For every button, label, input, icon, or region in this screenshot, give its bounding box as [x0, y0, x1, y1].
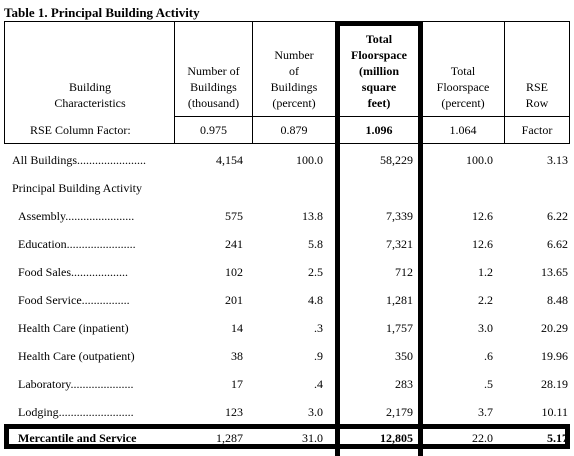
cell-value: 201 [225, 293, 243, 307]
header-floorspace-percent: Total Floorspace (percent) [436, 64, 490, 110]
cell-value: 5.8 [308, 237, 323, 251]
row-label: Assembly....................... [18, 209, 135, 223]
row-label: Health Care (outpatient) [18, 349, 135, 363]
row-label: Food Sales................... [18, 265, 129, 279]
cell-value: 14 [231, 321, 243, 335]
cell-value: 2.2 [478, 293, 493, 307]
cell-value: 712 [395, 265, 413, 279]
cell-value: 100.0 [296, 153, 323, 167]
cell-value: .9 [314, 349, 323, 363]
cell-value: 3.0 [478, 321, 493, 335]
header-number-percent: Number of Buildings (percent) [270, 48, 318, 110]
cell-value: .6 [484, 349, 493, 363]
cell-value: .3 [314, 321, 323, 335]
row-label: Lodging......................... [18, 405, 134, 419]
cell-value: 3.0 [308, 405, 323, 419]
cell-value: 19.96 [541, 349, 568, 363]
row-label: Laboratory..................... [18, 377, 134, 391]
cell-value: 2,179 [386, 405, 413, 419]
cell-value: 2.5 [308, 265, 323, 279]
rse-factor-last: Factor [521, 123, 553, 137]
cell-value: 8.48 [547, 293, 568, 307]
row-label: Food Service................ [18, 293, 130, 307]
row-label: All Buildings....................... [12, 153, 147, 167]
rse-factor-value: 1.064 [449, 123, 477, 137]
row-label: Education....................... [18, 237, 136, 251]
cell-value: 1,287 [216, 431, 243, 445]
col-divider-2 [252, 21, 253, 144]
cell-value: 3.7 [478, 405, 493, 419]
cell-value: 58,229 [380, 153, 413, 167]
cell-value-highlight: 5.17 [547, 431, 568, 445]
top-rule [4, 21, 570, 22]
cell-value: 4.8 [308, 293, 323, 307]
cell-value: 7,321 [386, 237, 413, 251]
floorspace-column-highlight [335, 21, 423, 456]
cell-value: 13.65 [541, 265, 568, 279]
rse-factor-label: RSE Column Factor: [30, 123, 131, 137]
cell-value: 241 [225, 237, 243, 251]
header-rse-row: RSE Row [525, 80, 549, 110]
cell-value: 20.29 [541, 321, 568, 335]
header-characteristics: Building Characteristics [54, 80, 126, 110]
table-title: Table 1. Principal Building Activity [4, 5, 200, 20]
mercantile-row-highlight [4, 424, 570, 449]
cell-value: 102 [225, 265, 243, 279]
cell-value: 28.19 [541, 377, 568, 391]
rse-factor-value: 1.096 [365, 123, 393, 137]
cell-value: 1.2 [478, 265, 493, 279]
cell-value: 3.13 [547, 153, 568, 167]
cell-value: 31.0 [302, 431, 323, 445]
cell-value: 7,339 [386, 209, 413, 223]
cell-value: 22.0 [472, 431, 493, 445]
rse-factor-rule [174, 116, 570, 117]
rse-factor-value: 0.975 [200, 123, 227, 137]
section-heading: Principal Building Activity [12, 181, 142, 195]
cell-value: .5 [484, 377, 493, 391]
cell-value: 350 [395, 349, 413, 363]
cell-value: 4,154 [216, 153, 243, 167]
right-rule [569, 21, 570, 144]
rse-factor-value: 0.879 [280, 123, 308, 137]
cell-value: 6.62 [547, 237, 568, 251]
cell-value: 10.11 [541, 405, 568, 419]
cell-value: 38 [231, 349, 243, 363]
header-bottom-rule [4, 143, 570, 144]
cell-value: 100.0 [466, 153, 493, 167]
cell-value: 283 [395, 377, 413, 391]
col-divider-1 [174, 21, 175, 144]
row-label: Health Care (inpatient) [18, 321, 129, 335]
header-total-floorspace: Total Floorspace (million square feet) [351, 32, 407, 110]
left-rule [4, 21, 5, 144]
cell-value: 12.6 [472, 237, 493, 251]
cell-value: 6.22 [547, 209, 568, 223]
cell-value: .4 [314, 377, 323, 391]
cell-value: 1,757 [386, 321, 413, 335]
cell-value: 17 [231, 377, 243, 391]
cell-value: 1,281 [386, 293, 413, 307]
cell-value: 575 [225, 209, 243, 223]
cell-value-highlight: 12,805 [380, 431, 413, 445]
cell-value: 123 [225, 405, 243, 419]
header-number-of-buildings: Number of Buildings (thousand) [187, 64, 240, 110]
cell-value: 13.8 [302, 209, 323, 223]
row-label-highlight: Mercantile and Service [18, 431, 137, 445]
cell-value: 12.6 [472, 209, 493, 223]
col-divider-5 [504, 21, 505, 144]
